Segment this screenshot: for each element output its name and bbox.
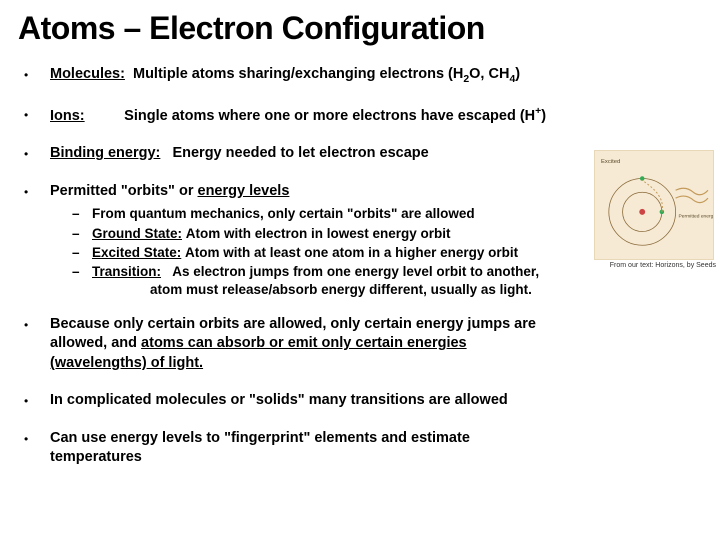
svg-text:Excited: Excited <box>601 159 620 165</box>
def-binding: Energy needed to let electron escape <box>172 145 428 161</box>
bullet-dot: • <box>24 391 50 411</box>
diagram-caption: From our text: Horizons, by Seeds <box>610 262 716 269</box>
term-molecules: Molecules: <box>50 66 125 82</box>
bullet-ions: • Ions: Single atoms where one or more e… <box>24 105 702 126</box>
bullet-dot: • <box>24 182 50 301</box>
term-absorb-emit: atoms can absorb or emit only certain en… <box>141 335 467 351</box>
slide-title: Atoms – Electron Configuration <box>18 10 702 47</box>
bullet-dot: • <box>24 65 50 87</box>
bullet-dot: • <box>24 315 50 374</box>
bullet-molecules: • Molecules: Multiple atoms sharing/exch… <box>24 65 702 87</box>
term-ions: Ions: <box>50 107 100 127</box>
term-binding: Binding energy: <box>50 145 160 161</box>
orbits-lead: Permitted "orbits" or <box>50 183 198 199</box>
bullet-dot: • <box>24 144 50 164</box>
sub-transition: – Transition: As electron jumps from one… <box>72 263 702 299</box>
slide-content: • Molecules: Multiple atoms sharing/exch… <box>18 65 702 468</box>
bullet-fingerprint: • Can use energy levels to "fingerprint"… <box>24 429 702 468</box>
def-molecules: Multiple atoms sharing/exchanging electr… <box>133 66 463 82</box>
bullet-complicated: • In complicated molecules or "solids" m… <box>24 391 702 411</box>
atom-orbit-diagram: Excited Permitted energy levels <box>594 150 714 260</box>
bullet-because: • Because only certain orbits are allowe… <box>24 315 702 374</box>
svg-text:Permitted energy levels: Permitted energy levels <box>679 214 713 220</box>
def-ions: Single atoms where one or more electrons… <box>124 108 535 124</box>
term-energy-levels: energy levels <box>198 183 290 199</box>
bullet-dot: • <box>24 429 50 468</box>
bullet-dot: • <box>24 105 50 126</box>
